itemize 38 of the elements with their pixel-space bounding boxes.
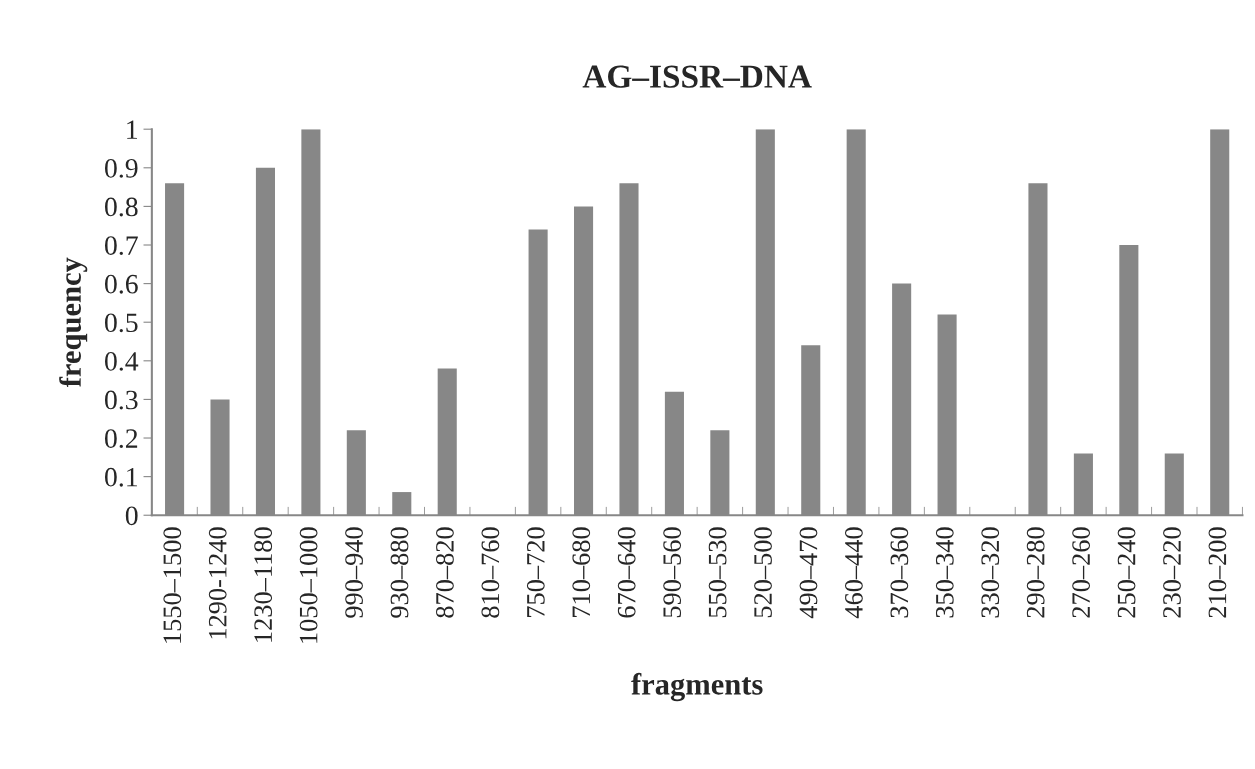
x-tick-label: 270–260 [1072,527,1091,618]
y-axis-title: frequency [59,257,88,388]
x-tick-label: 370–360 [890,527,909,618]
y-tick-label: 0.8 [105,197,138,217]
y-tick-label: 1 [127,120,137,139]
y-tick-label: 0.6 [105,274,138,294]
y-tick-label: 0.3 [105,390,138,410]
x-tick-label: 210–200 [1208,527,1227,618]
y-tick-label: 0.1 [105,467,137,487]
y-tick-label: 0.7 [105,236,138,256]
x-tick-label: 1290-1240 [208,527,227,639]
x-axis-title: fragments [631,672,763,702]
y-tick-label: 0.5 [105,313,138,333]
x-tick-label: 1550–1500 [163,527,182,643]
x-tick-label: 490–470 [799,527,818,619]
y-tick-label: 0.2 [105,429,138,449]
x-tick-label: 870–820 [436,527,454,618]
x-tick-label: 1230–1180 [254,527,273,642]
x-tick-label: 590–560 [663,527,682,618]
x-tick-label: 990–940 [345,527,363,618]
x-tick-label: 930–880 [390,527,409,618]
x-tick-label: 1050–1000 [299,527,318,643]
x-tick-label: 550–530 [708,527,727,618]
x-tick-label: 250–240 [1117,527,1136,618]
x-tick-label: 230–220 [1163,527,1181,618]
x-tick-label: 290–280 [1026,527,1045,618]
x-tick-label: 350–340 [935,527,954,618]
chart-title: AG–ISSR–DNA [582,65,812,88]
x-tick-label: 750–720 [526,527,545,617]
y-tick-label: 0 [125,506,138,526]
x-tick-label: 520–500 [754,527,772,618]
x-tick-label: 330–320 [981,527,1000,618]
y-tick-label: 0.4 [105,351,139,371]
x-tick-label: 460–440 [844,527,863,619]
y-tick-label: 0.9 [105,158,138,178]
x-tick-label: 710–680 [572,527,591,617]
x-tick-label: 810–760 [481,527,500,618]
x-tick-label: 670–640 [617,527,636,618]
